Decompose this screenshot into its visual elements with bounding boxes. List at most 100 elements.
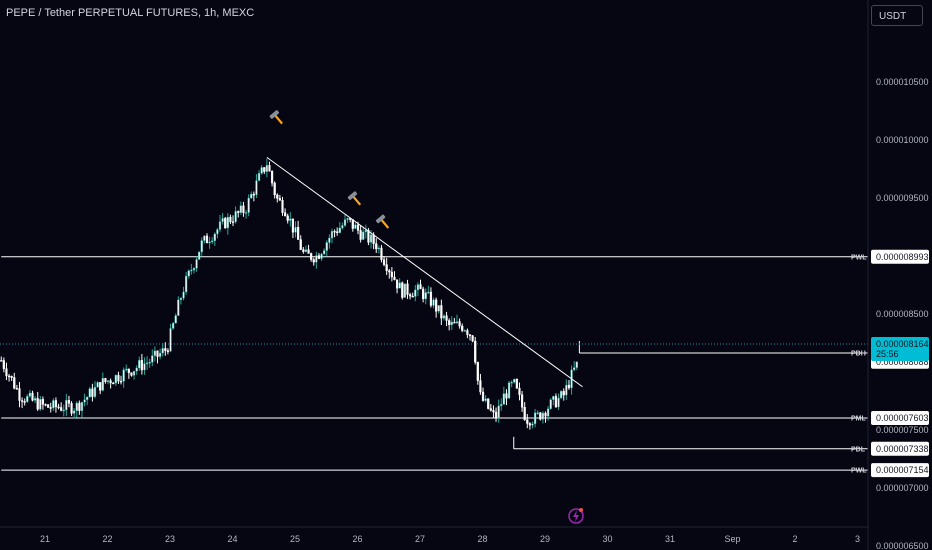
candle	[57, 403, 60, 410]
candle	[461, 323, 464, 333]
candle	[185, 271, 188, 295]
candle	[106, 380, 110, 385]
candle-body	[0, 360, 3, 362]
flash-icon-ring	[568, 508, 584, 524]
level-price-value: 0.000007154	[876, 465, 929, 475]
candle-body	[317, 255, 321, 259]
candle-body	[445, 315, 448, 321]
candle	[65, 393, 68, 416]
level-price-tag	[871, 411, 929, 426]
candle-body	[93, 386, 97, 397]
candle	[224, 216, 227, 229]
hammer-handle	[380, 218, 390, 229]
candle-body	[101, 378, 104, 391]
level-price-value: 0.000007603	[876, 413, 929, 423]
candle	[422, 286, 425, 303]
candle	[547, 405, 550, 421]
candle-body	[385, 264, 388, 271]
candle	[190, 263, 193, 275]
candle-body	[7, 375, 11, 378]
candle	[513, 378, 516, 384]
candle	[187, 269, 190, 279]
price-tick-label: 0.000009500	[876, 193, 929, 203]
candle-body	[125, 368, 128, 371]
candle	[20, 397, 24, 409]
candle-body	[31, 392, 34, 401]
candle	[304, 245, 308, 253]
candle-body	[484, 398, 487, 401]
candle-body	[174, 315, 177, 324]
hammer-head	[375, 214, 386, 224]
candle-body	[203, 235, 206, 241]
candle	[278, 194, 281, 201]
candle-body	[135, 367, 138, 372]
candle	[127, 368, 130, 379]
candle-body	[372, 234, 375, 244]
candle-body	[218, 221, 222, 230]
candle-body	[127, 368, 130, 373]
candle	[28, 389, 31, 398]
candle	[320, 252, 323, 261]
candle-body	[393, 276, 396, 280]
candle	[112, 381, 115, 385]
date-tick-label: 28	[477, 534, 487, 544]
candle-body	[424, 292, 427, 300]
price-tick-label: 0.000010000	[876, 135, 929, 145]
candle	[179, 296, 183, 305]
candle	[60, 402, 63, 412]
candle-body	[132, 370, 136, 376]
candle	[518, 382, 521, 401]
flash-icon[interactable]	[568, 508, 584, 524]
candle-body	[36, 398, 39, 410]
candle-body	[432, 299, 435, 306]
candle-body	[99, 382, 102, 391]
date-tick-label: 27	[415, 534, 425, 544]
candle-body	[80, 402, 84, 411]
candle-body	[362, 231, 365, 240]
candle-body	[518, 387, 521, 395]
date-tick-label: Sep	[724, 534, 740, 544]
candle	[539, 411, 542, 421]
candle-body	[474, 340, 477, 363]
candle-body	[270, 171, 274, 184]
level-lines: PWL 0.000008993 PDH PML 0.000007603 PDL 0.0000…	[1, 249, 929, 478]
level-name-pml: PML	[851, 416, 867, 423]
currency-selector[interactable]: USDT	[871, 5, 923, 26]
candle-body	[122, 369, 125, 382]
candle-body	[182, 291, 185, 299]
candle-body	[489, 408, 492, 411]
candle	[466, 328, 469, 339]
candle	[414, 284, 417, 302]
candle-body	[310, 253, 313, 260]
candle-body	[557, 397, 560, 408]
candle-body	[177, 299, 180, 316]
trendline[interactable]	[266, 156, 583, 388]
candle-body	[315, 255, 318, 263]
candle	[299, 235, 302, 251]
candle	[565, 379, 568, 400]
current-price-value: 0.000008164	[876, 339, 929, 349]
candle-body	[330, 230, 334, 239]
candle	[231, 215, 235, 227]
candle	[325, 240, 328, 257]
candle	[395, 279, 399, 294]
candle-body	[2, 360, 5, 369]
candle	[307, 244, 310, 254]
level-name-pdl: PDL	[851, 446, 866, 453]
candle-body	[502, 393, 505, 405]
candle	[458, 318, 461, 329]
candle	[195, 256, 198, 272]
candle	[205, 233, 209, 244]
candle-body	[78, 402, 81, 411]
candle-body	[534, 412, 537, 424]
candle-body	[244, 212, 248, 214]
candle-body	[492, 410, 495, 413]
bar-countdown: 25:56	[876, 349, 899, 359]
candle-body	[476, 361, 479, 381]
candle-body	[86, 396, 89, 400]
candle-body	[39, 399, 42, 410]
candle	[440, 299, 443, 325]
candle	[453, 317, 456, 324]
